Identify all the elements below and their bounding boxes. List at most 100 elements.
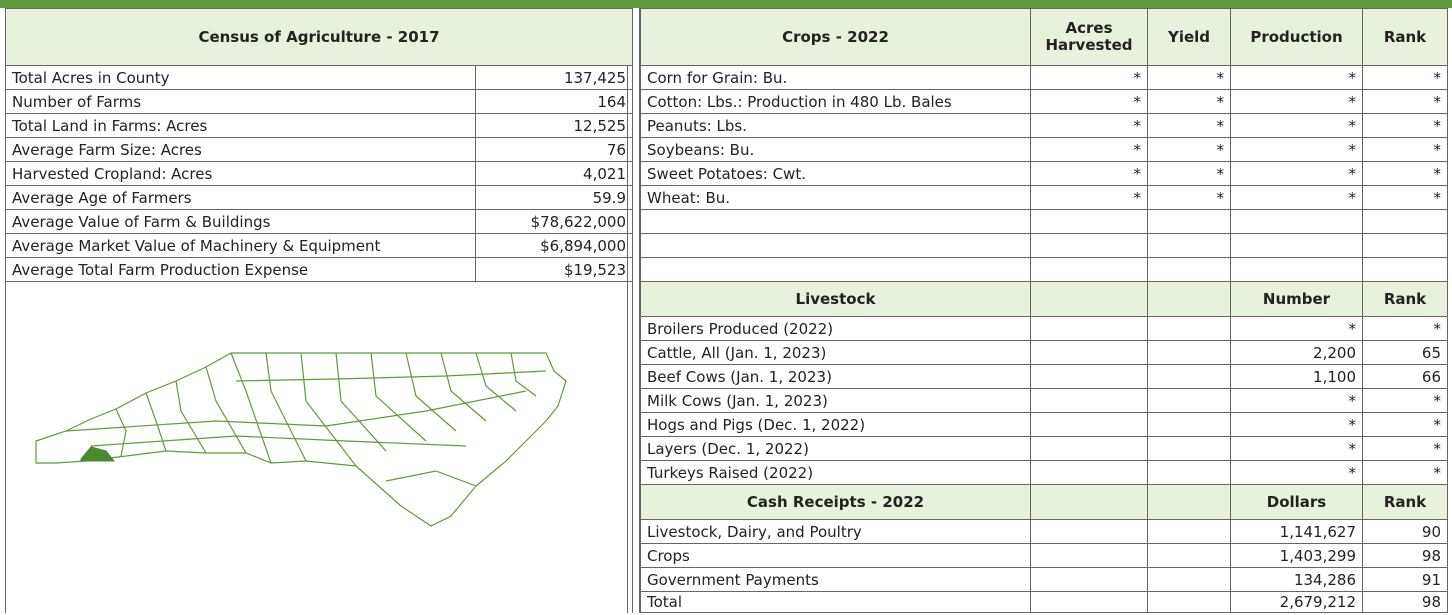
empty-cell xyxy=(1030,519,1148,544)
header-cell: Production xyxy=(1230,8,1363,66)
row-value: 1,141,627 xyxy=(1230,519,1363,544)
row-cell: * xyxy=(1030,161,1148,186)
row-label: Average Farm Size: Acres xyxy=(5,137,476,162)
row-label: Average Market Value of Machinery & Equi… xyxy=(5,233,476,258)
empty-cell xyxy=(1030,281,1148,317)
row-value: 137,425 xyxy=(475,65,633,90)
row-rank: * xyxy=(1362,460,1448,485)
row-cell: * xyxy=(1147,161,1231,186)
row-value: $19,523 xyxy=(475,257,633,282)
row-cell: * xyxy=(1230,161,1363,186)
row-cell: * xyxy=(1230,89,1363,114)
row-value: 4,021 xyxy=(475,161,633,186)
row-cell: * xyxy=(1362,137,1448,162)
empty-cell xyxy=(1147,340,1231,365)
row-label: Hogs and Pigs (Dec. 1, 2022) xyxy=(640,412,1031,437)
header-cell: Cash Receipts - 2022 xyxy=(640,484,1031,520)
row-cell: * xyxy=(1362,113,1448,138)
row-label: Average Total Farm Production Expense xyxy=(5,257,476,282)
empty-cell xyxy=(1147,281,1231,317)
row-rank: * xyxy=(1362,436,1448,461)
header-cell: Rank xyxy=(1362,8,1448,66)
row-cell: * xyxy=(1147,185,1231,210)
row-label: Beef Cows (Jan. 1, 2023) xyxy=(640,364,1031,389)
empty-cell xyxy=(1030,460,1148,485)
row-label: Average Value of Farm & Buildings xyxy=(5,209,476,234)
empty-cell xyxy=(1147,591,1231,613)
row-cell: * xyxy=(1030,113,1148,138)
row-rank: * xyxy=(1362,412,1448,437)
row-label: Crops xyxy=(640,543,1031,568)
row-label: Livestock, Dairy, and Poultry xyxy=(640,519,1031,544)
row-label: Harvested Cropland: Acres xyxy=(5,161,476,186)
empty-cell xyxy=(1230,233,1363,258)
row-cell: * xyxy=(1030,89,1148,114)
header-cell: Rank xyxy=(1362,484,1448,520)
empty-cell xyxy=(1030,316,1148,341)
empty-cell xyxy=(1030,484,1148,520)
empty-cell xyxy=(1230,257,1363,282)
row-cell: * xyxy=(1362,89,1448,114)
empty-cell xyxy=(1030,567,1148,592)
empty-cell xyxy=(1147,388,1231,413)
row-cell: * xyxy=(1030,137,1148,162)
row-cell: * xyxy=(1030,65,1148,90)
row-cell: * xyxy=(1230,185,1363,210)
row-cell: Corn for Grain: Bu. xyxy=(640,65,1031,90)
header-cell: Dollars xyxy=(1230,484,1363,520)
row-cell: * xyxy=(1230,113,1363,138)
row-cell: * xyxy=(1030,185,1148,210)
empty-cell xyxy=(1147,364,1231,389)
row-value: 76 xyxy=(475,137,633,162)
row-value: 134,286 xyxy=(1230,567,1363,592)
row-label: Number of Farms xyxy=(5,89,476,114)
empty-cell xyxy=(1030,364,1148,389)
empty-cell xyxy=(640,209,1031,234)
row-cell: Wheat: Bu. xyxy=(640,185,1031,210)
row-value: 12,525 xyxy=(475,113,633,138)
empty-cell xyxy=(1030,209,1148,234)
empty-cell xyxy=(1030,543,1148,568)
row-label: Turkeys Raised (2022) xyxy=(640,460,1031,485)
row-cell: * xyxy=(1362,185,1448,210)
header-cell: Acres Harvested xyxy=(1030,8,1148,66)
row-cell: * xyxy=(1230,137,1363,162)
empty-cell xyxy=(1147,436,1231,461)
row-rank: 91 xyxy=(1362,567,1448,592)
row-cell: Cotton: Lbs.: Production in 480 Lb. Bale… xyxy=(640,89,1031,114)
row-rank: 98 xyxy=(1362,591,1448,613)
row-rank: * xyxy=(1362,316,1448,341)
empty-cell xyxy=(1030,340,1148,365)
row-cell: Soybeans: Bu. xyxy=(640,137,1031,162)
empty-cell xyxy=(1147,412,1231,437)
empty-cell xyxy=(1147,567,1231,592)
row-value: * xyxy=(1230,460,1363,485)
row-label: Milk Cows (Jan. 1, 2023) xyxy=(640,388,1031,413)
header-cell: Census of Agriculture - 2017 xyxy=(5,8,633,66)
header-cell: Rank xyxy=(1362,281,1448,317)
row-cell: * xyxy=(1147,113,1231,138)
row-label: Average Age of Farmers xyxy=(5,185,476,210)
empty-cell xyxy=(640,233,1031,258)
row-value: * xyxy=(1230,412,1363,437)
row-rank: 66 xyxy=(1362,364,1448,389)
row-value: 1,403,299 xyxy=(1230,543,1363,568)
empty-cell xyxy=(1147,233,1231,258)
row-cell: * xyxy=(1362,161,1448,186)
empty-cell xyxy=(640,257,1031,282)
row-value: * xyxy=(1230,316,1363,341)
row-cell: Sweet Potatoes: Cwt. xyxy=(640,161,1031,186)
row-cell: * xyxy=(1147,137,1231,162)
empty-cell xyxy=(1230,209,1363,234)
empty-cell xyxy=(1147,209,1231,234)
row-label: Total xyxy=(640,591,1031,613)
empty-cell xyxy=(1147,257,1231,282)
row-value: 2,679,212 xyxy=(1230,591,1363,613)
divider xyxy=(627,8,640,613)
empty-cell xyxy=(1362,257,1448,282)
empty-cell xyxy=(1362,233,1448,258)
row-label: Cattle, All (Jan. 1, 2023) xyxy=(640,340,1031,365)
empty-cell xyxy=(1030,412,1148,437)
row-cell: Peanuts: Lbs. xyxy=(640,113,1031,138)
